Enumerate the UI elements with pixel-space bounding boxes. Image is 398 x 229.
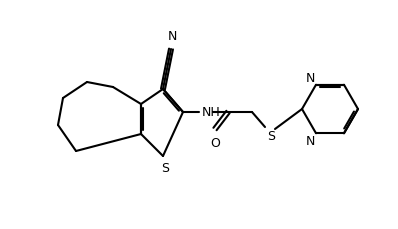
Text: S: S (267, 129, 275, 142)
Text: N: N (306, 71, 315, 84)
Text: N: N (306, 135, 315, 148)
Text: NH: NH (202, 106, 221, 119)
Text: N: N (167, 30, 177, 43)
Text: S: S (161, 161, 169, 174)
Text: O: O (210, 136, 220, 149)
